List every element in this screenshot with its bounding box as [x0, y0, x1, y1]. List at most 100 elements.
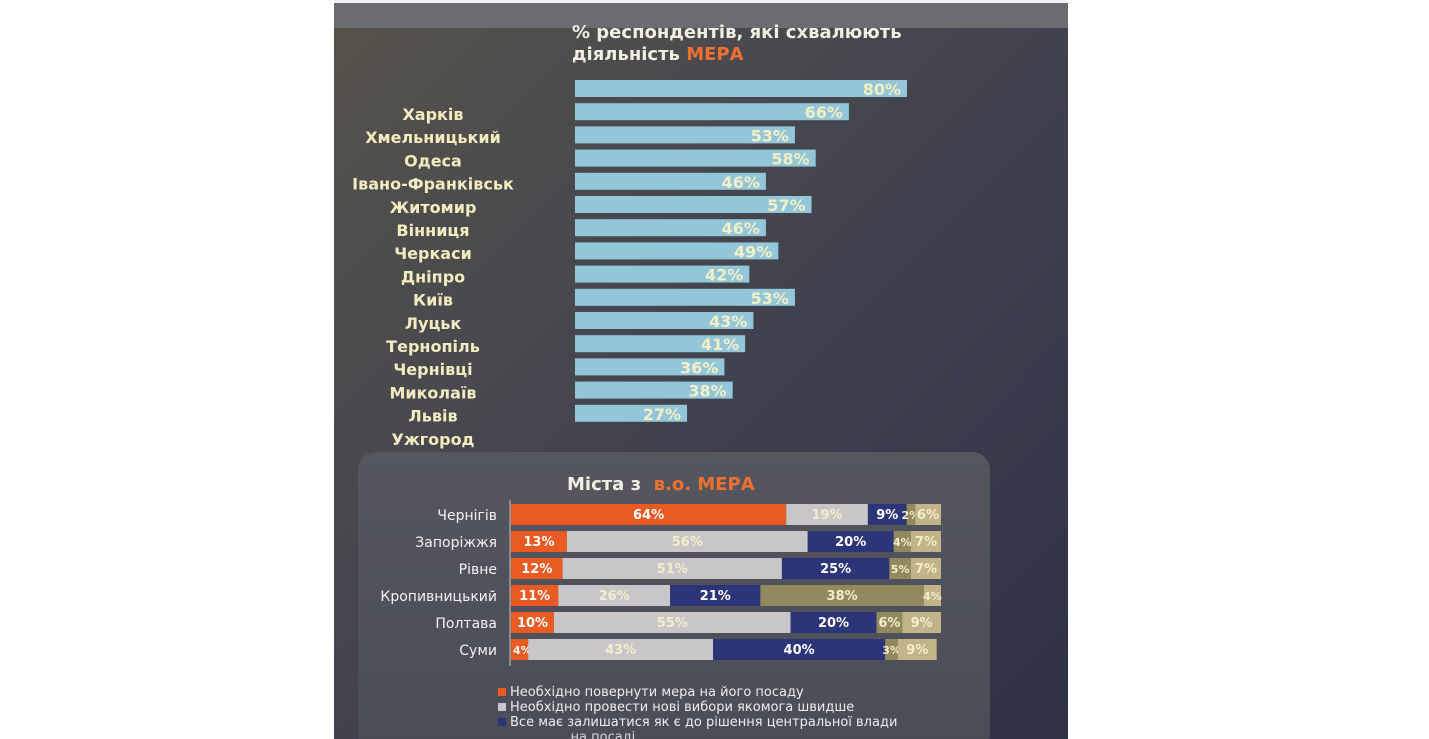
acting-mayor-title: Міста з в.о. МЕРА	[567, 474, 755, 496]
stacked-value-label-2-4: 7%	[915, 562, 937, 577]
approval-value-label-2: 53%	[751, 126, 789, 145]
stacked-segment-4-1	[554, 612, 791, 633]
stacked-segment-2-4	[910, 558, 941, 579]
approval-value-label-12: 36%	[680, 358, 718, 377]
stacked-value-label-3-4: 4%	[923, 590, 942, 603]
approval-value-label-7: 49%	[734, 242, 772, 261]
stacked-segment-4-3	[876, 612, 903, 633]
approval-chart: 80% Харків 66% Хмельницький 53% Одеса 58% Івано…	[352, 80, 907, 449]
legend-label-status-quo: Все має залишатися як є до рішення центр…	[510, 715, 898, 730]
approval-bar-8	[575, 265, 750, 283]
stacked-value-label-2-1: 51%	[657, 562, 688, 577]
approval-bar-0	[575, 80, 907, 97]
stacked-segment-3-1	[558, 585, 671, 606]
stacked-category-label-1: Запоріжжя	[415, 535, 497, 551]
approval-city-label-9: Луцьк	[405, 314, 462, 333]
acting-mayor-chart: Чернігів 64% 19% 9% 2%6%Запоріжжя 13% 56% 20% 4%…	[380, 500, 942, 666]
stacked-segment-2-1	[562, 558, 782, 579]
stacked-segment-0-1	[786, 504, 868, 525]
approval-city-label-2: Одеса	[404, 151, 462, 170]
stacked-segment-3-0	[511, 585, 559, 606]
approval-bar-14	[575, 404, 688, 422]
approval-title-accent: МЕРА	[686, 44, 744, 65]
stacked-segment-3-3	[760, 585, 924, 606]
stacked-segment-0-3	[906, 504, 916, 525]
stacked-value-label-1-4: 7%	[915, 535, 937, 550]
approval-bar-6	[575, 219, 766, 237]
approval-bar-7	[575, 242, 779, 260]
approval-bar-1	[575, 103, 849, 121]
stacked-segment-2-0	[511, 558, 563, 579]
stacked-segment-4-0	[511, 612, 554, 633]
approval-value-label-9: 53%	[751, 289, 789, 308]
legend-swatch-new-elections	[498, 703, 506, 711]
approval-value-label-4: 46%	[722, 173, 760, 192]
approval-bar-13	[575, 381, 733, 399]
stacked-value-label-5-3: 3%	[882, 644, 901, 657]
approval-city-label-11: Чернівці	[393, 360, 472, 379]
approval-city-label-10: Тернопіль	[386, 337, 480, 356]
approval-city-label-12: Миколаїв	[389, 383, 476, 402]
stacked-value-label-4-4: 9%	[911, 616, 933, 631]
poster-top-edge	[334, 0, 1068, 3]
stacked-segment-3-4	[923, 585, 941, 606]
stacked-value-label-1-1: 56%	[672, 535, 703, 550]
stacked-value-label-1-3: 4%	[893, 536, 912, 549]
stacked-value-label-2-2: 25%	[820, 562, 851, 577]
approval-bar-3	[575, 149, 816, 167]
stacked-segment-1-4	[910, 531, 941, 552]
stacked-value-label-3-3: 38%	[827, 589, 858, 604]
approval-city-label-3: Івано-Франківськ	[352, 175, 514, 194]
approval-city-label-4: Житомир	[390, 198, 477, 217]
approval-bar-9	[575, 288, 795, 306]
stacked-segment-1-3	[893, 531, 911, 552]
stacked-value-label-4-3: 6%	[878, 616, 900, 631]
stacked-segment-1-0	[511, 531, 567, 552]
approval-city-label-0: Харків	[402, 105, 463, 124]
legend-label-return: Необхідно повернути мера на його посаду	[510, 685, 804, 700]
stacked-segment-5-0	[511, 639, 529, 660]
stacked-value-label-4-2: 20%	[818, 616, 849, 631]
stacked-category-label-3: Кропивницький	[380, 589, 497, 605]
legend-item-return: Необхідно повернути мера на його посаду	[498, 686, 804, 700]
legend-item-new-elections: Необхідно провести нові вибори якомога ш…	[498, 701, 854, 715]
approval-chart-title: % респондентів, які схвалюють діяльність…	[572, 22, 902, 66]
approval-city-label-1: Хмельницький	[365, 128, 501, 147]
approval-value-label-1: 66%	[805, 103, 843, 122]
legend-swatch-return	[498, 688, 506, 696]
stacked-segment-5-4	[898, 639, 937, 660]
approval-bar-10	[575, 312, 754, 329]
approval-bar-2	[575, 126, 795, 144]
approval-value-label-3: 58%	[771, 150, 809, 169]
stacked-value-label-2-0: 12%	[521, 562, 552, 577]
approval-value-label-6: 46%	[722, 219, 760, 238]
approval-title-line2-text: діяльність	[572, 44, 680, 65]
stacked-value-label-3-1: 26%	[599, 589, 630, 604]
stacked-value-label-0-4: 6%	[917, 508, 939, 523]
stacked-segment-0-4	[915, 504, 941, 525]
stacked-category-label-2: Рівне	[459, 562, 497, 578]
legend-label-partial: ... на посаді	[554, 730, 636, 739]
legend-label-new-elections: Необхідно провести нові вибори якомога ш…	[510, 700, 855, 715]
acting-mayor-title-text: Міста з	[567, 474, 642, 495]
stacked-value-label-3-2: 21%	[700, 589, 731, 604]
approval-value-label-11: 41%	[701, 335, 739, 354]
stacked-value-label-0-1: 19%	[811, 508, 842, 523]
approval-value-label-14: 27%	[643, 405, 681, 424]
approval-city-label-6: Черкаси	[394, 244, 472, 263]
approval-title-line1: % респондентів, які схвалюють	[572, 22, 902, 43]
stacked-segment-0-0	[511, 504, 787, 525]
stacked-segment-3-2	[670, 585, 761, 606]
approval-value-label-10: 43%	[709, 312, 747, 331]
legend-item-partial: ... на посаді	[554, 731, 635, 739]
stacked-segment-1-1	[566, 531, 808, 552]
approval-bar-4	[575, 172, 766, 190]
stacked-category-label-4: Полтава	[435, 616, 497, 632]
poster-top-strip	[334, 0, 1068, 28]
stacked-segment-1-2	[807, 531, 894, 552]
stacked-value-label-4-0: 10%	[517, 616, 548, 631]
stacked-value-label-5-0: 4%	[513, 644, 532, 657]
approval-value-label-5: 57%	[767, 196, 805, 215]
approval-title-line2: діяльність МЕРА	[572, 44, 902, 66]
stacked-segment-2-2	[781, 558, 890, 579]
